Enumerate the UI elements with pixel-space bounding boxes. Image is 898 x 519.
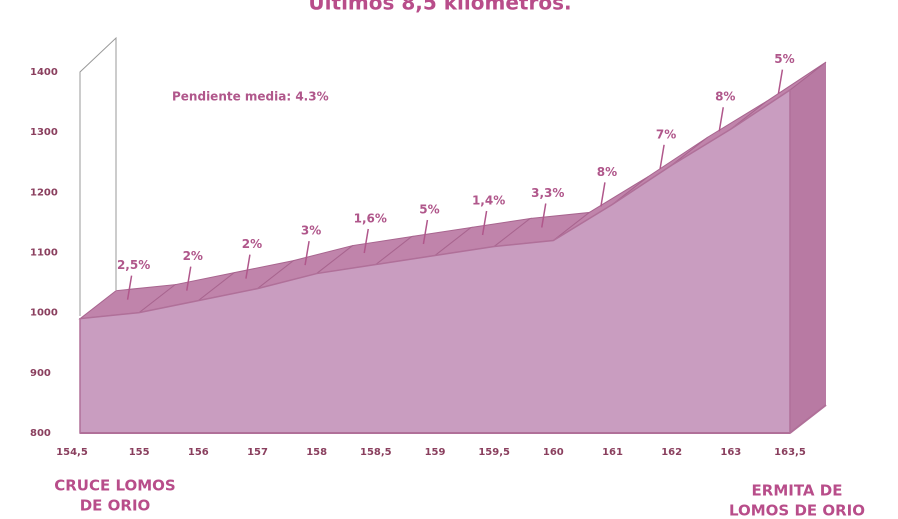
- label-leader: [363, 228, 369, 254]
- x-tick-label: 157: [247, 447, 268, 458]
- start-flag: [79, 36, 117, 316]
- x-tick-label: 155: [129, 447, 150, 458]
- x-tick-label: 163: [720, 447, 741, 458]
- y-tick-label: 1200: [30, 187, 58, 198]
- end-label: ERMITA DE: [752, 482, 843, 500]
- label-leader: [541, 203, 547, 228]
- y-tick-label: 900: [30, 368, 51, 379]
- label-leader: [422, 219, 429, 245]
- label-leader: [718, 107, 724, 132]
- label-leader: [777, 69, 784, 94]
- annotation: Pendiente media: 4.3%: [172, 90, 329, 104]
- x-tick-label: 158,5: [360, 447, 392, 458]
- x-tick-label: 156: [188, 447, 209, 458]
- label-leader: [186, 266, 192, 291]
- x-tick-label: 160: [543, 447, 564, 458]
- segment-label: 1,4%: [472, 193, 505, 207]
- segment-label: 5%: [419, 203, 439, 217]
- y-tick-label: 1100: [30, 248, 58, 259]
- label-leader: [126, 275, 133, 300]
- profile-area: [79, 88, 791, 434]
- segment-label: 3%: [301, 224, 321, 238]
- segment-label: 3,3%: [531, 186, 564, 200]
- y-tick-label: 1400: [30, 67, 58, 78]
- x-tick-label: 159: [425, 447, 446, 458]
- chart-title: Últimos 8,5 kilómetros.: [308, 0, 571, 15]
- segment-label: 8%: [715, 90, 735, 104]
- segment-label: 8%: [597, 165, 617, 179]
- side-face: [790, 62, 826, 434]
- segment-label: 1,6%: [354, 212, 387, 226]
- x-tick-label: 162: [661, 447, 682, 458]
- segment-label: 2,5%: [117, 258, 150, 272]
- segment-label: 7%: [656, 127, 676, 141]
- x-tick-label: 154,5: [56, 447, 88, 458]
- y-tick-label: 1000: [30, 308, 58, 319]
- base-line: [789, 404, 827, 434]
- label-leader: [659, 144, 665, 169]
- segment-label: 2%: [183, 249, 203, 263]
- label-leader: [304, 240, 310, 266]
- end-label: LOMOS DE ORIO: [729, 502, 865, 519]
- x-tick-label: 163,5: [774, 447, 806, 458]
- segment-label: 5%: [774, 52, 794, 66]
- start-label: CRUCE LOMOS: [54, 477, 175, 495]
- label-leader: [481, 210, 488, 236]
- start-label: DE ORIO: [80, 497, 151, 515]
- y-tick-label: 1300: [30, 127, 58, 138]
- label-leader: [245, 254, 251, 279]
- segment-label: 2%: [242, 237, 262, 251]
- x-tick-label: 159,5: [478, 447, 510, 458]
- x-tick-label: 158: [306, 447, 327, 458]
- x-tick-label: 161: [602, 447, 623, 458]
- y-tick-label: 800: [30, 428, 51, 439]
- label-leader: [600, 182, 606, 207]
